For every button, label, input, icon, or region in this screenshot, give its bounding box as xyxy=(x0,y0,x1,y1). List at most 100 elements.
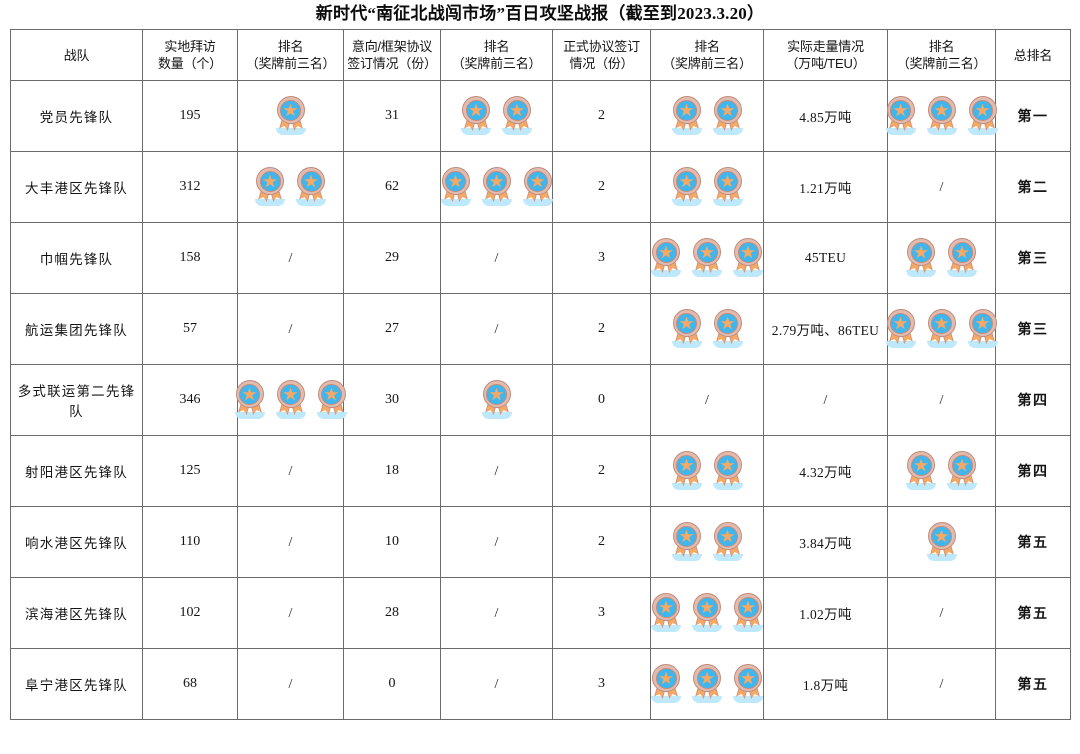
medal-group xyxy=(888,223,995,293)
medal-ribbon-icon xyxy=(711,522,745,562)
medal-group xyxy=(651,507,763,577)
medal-group xyxy=(441,365,552,435)
cell-volume-rank xyxy=(887,435,996,507)
cell-formal-agreements: 2 xyxy=(552,435,651,507)
cell-intent-rank: / xyxy=(440,435,553,507)
column-header-line2: （奖牌前三名） xyxy=(662,56,752,71)
medal-group xyxy=(885,81,998,151)
table-header: 战队 实地拜访 数量（个） 排名 （奖牌前三名） 意向/框架协议 签订情况（份） 排名 （奖牌前… xyxy=(10,29,1071,81)
no-data-mark: / xyxy=(939,605,944,621)
cell-total-rank: 第四 xyxy=(995,364,1071,436)
medal-group xyxy=(888,436,995,506)
medal-group xyxy=(234,365,347,435)
cell-volume-rank: / xyxy=(887,151,996,223)
cell-formal-rank: / xyxy=(650,364,764,436)
column-header-line2: （奖牌前三名） xyxy=(451,56,542,71)
cell-visit-rank xyxy=(237,151,344,223)
no-data-mark: / xyxy=(705,392,709,408)
table-row: 射阳港区先锋队 125 / 18 / 2 4.32万吨 第四 xyxy=(10,435,1071,507)
medal-ribbon-icon xyxy=(294,167,328,207)
column-header-line1: 实地拜访 xyxy=(164,39,216,54)
medal-group xyxy=(888,507,995,577)
cell-visit-count: 57 xyxy=(142,293,238,365)
cell-intent-agreements: 0 xyxy=(343,648,441,720)
medal-ribbon-icon xyxy=(649,593,683,633)
table-row: 多式联运第二先锋队 346 30 0 / / / 第四 xyxy=(10,364,1071,436)
cell-volume-rank xyxy=(887,222,996,294)
cell-intent-rank: / xyxy=(440,293,553,365)
medal-ribbon-icon xyxy=(670,96,704,136)
medal-ribbon-icon xyxy=(521,167,555,207)
column-header-10: 总排名 xyxy=(995,29,1071,81)
medal-group xyxy=(238,152,343,222)
cell-visit-count: 68 xyxy=(142,648,238,720)
cell-volume: 45TEU xyxy=(763,222,888,294)
medal-ribbon-icon xyxy=(439,167,473,207)
medal-ribbon-icon xyxy=(925,522,959,562)
battle-report-table: 战队 实地拜访 数量（个） 排名 （奖牌前三名） 意向/框架协议 签订情况（份） 排名 （奖牌前… xyxy=(10,29,1071,720)
no-data-mark: / xyxy=(494,463,499,479)
cell-total-rank: 第五 xyxy=(995,506,1071,578)
medal-ribbon-icon xyxy=(945,451,979,491)
column-header-line2: 数量（个） xyxy=(157,56,222,71)
column-header-4: 意向/框架协议 签订情况（份） xyxy=(343,29,441,81)
medal-ribbon-icon xyxy=(945,238,979,278)
medal-ribbon-icon xyxy=(690,238,724,278)
medal-ribbon-icon xyxy=(459,96,493,136)
cell-formal-rank xyxy=(650,506,764,578)
cell-team-name: 党员先锋队 xyxy=(10,80,143,152)
cell-intent-rank: / xyxy=(440,506,553,578)
medal-group xyxy=(651,81,763,151)
column-header-3: 排名 （奖牌前三名） xyxy=(237,29,344,81)
cell-team-name: 阜宁港区先锋队 xyxy=(10,648,143,720)
cell-visit-rank: / xyxy=(237,222,344,294)
cell-formal-agreements: 2 xyxy=(552,151,651,223)
cell-total-rank: 第三 xyxy=(995,222,1071,294)
medal-group xyxy=(439,152,555,222)
cell-intent-agreements: 62 xyxy=(343,151,441,223)
cell-intent-agreements: 30 xyxy=(343,364,441,436)
medal-group xyxy=(238,81,343,151)
cell-formal-agreements: 2 xyxy=(552,80,651,152)
cell-formal-rank xyxy=(650,435,764,507)
header-row: 战队 实地拜访 数量（个） 排名 （奖牌前三名） 意向/框架协议 签订情况（份） 排名 （奖牌前… xyxy=(10,29,1071,81)
cell-visit-rank: / xyxy=(237,577,344,649)
cell-formal-agreements: 0 xyxy=(552,364,651,436)
cell-team-name: 多式联运第二先锋队 xyxy=(10,364,143,436)
cell-visit-count: 158 xyxy=(142,222,238,294)
medal-group xyxy=(651,578,763,648)
cell-intent-agreements: 18 xyxy=(343,435,441,507)
table-row: 滨海港区先锋队 102 / 28 / 3 1.02万吨 / 第五 xyxy=(10,577,1071,649)
cell-volume: 4.32万吨 xyxy=(763,435,888,507)
cell-total-rank: 第四 xyxy=(995,435,1071,507)
cell-visit-rank: / xyxy=(237,293,344,365)
column-header-line2: 签订情况（份） xyxy=(347,56,437,71)
cell-visit-count: 346 xyxy=(142,364,238,436)
cell-volume: 1.21万吨 xyxy=(763,151,888,223)
column-header-2: 实地拜访数量（个） xyxy=(142,29,238,81)
medal-ribbon-icon xyxy=(711,167,745,207)
medal-ribbon-icon xyxy=(649,238,683,278)
medal-ribbon-icon xyxy=(925,96,959,136)
cell-volume-rank: / xyxy=(887,577,996,649)
medal-ribbon-icon xyxy=(274,96,308,136)
medal-ribbon-icon xyxy=(731,593,765,633)
column-header-line1: 排名 xyxy=(928,39,955,54)
table-row: 响水港区先锋队 110 / 10 / 2 3.84万吨 第五 xyxy=(10,506,1071,578)
medal-group xyxy=(651,294,763,364)
medal-ribbon-icon xyxy=(884,96,918,136)
column-header-line1: 排名 xyxy=(483,39,510,54)
no-data-mark: / xyxy=(494,321,499,337)
cell-formal-agreements: 3 xyxy=(552,222,651,294)
cell-intent-agreements: 29 xyxy=(343,222,441,294)
page-title: 新时代“南征北战闯市场”百日攻坚战报（截至到2023.3.20） xyxy=(315,4,765,23)
cell-visit-rank xyxy=(234,364,347,436)
medal-ribbon-icon xyxy=(649,664,683,704)
table-row: 党员先锋队 195 31 2 4.85万吨 第一 xyxy=(10,80,1071,152)
column-header-line1: 排名 xyxy=(277,39,304,54)
medal-ribbon-icon xyxy=(500,96,534,136)
cell-team-name: 大丰港区先锋队 xyxy=(10,151,143,223)
column-header-line1: 实际走量情况 xyxy=(787,39,864,54)
no-data-mark: / xyxy=(494,250,499,266)
